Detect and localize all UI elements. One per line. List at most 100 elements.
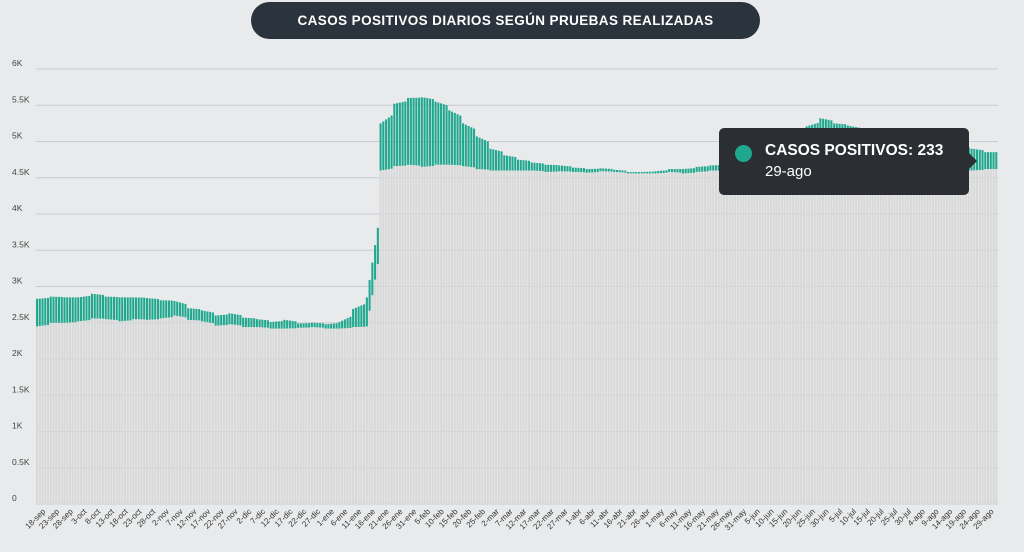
test-bar — [222, 325, 225, 504]
positive-bar — [588, 168, 591, 173]
test-bar — [55, 322, 58, 504]
positive-bar — [519, 159, 522, 171]
positive-bar — [585, 169, 588, 173]
positive-bar — [162, 300, 165, 319]
test-bar — [327, 328, 330, 504]
positive-bar — [459, 115, 462, 166]
test-bar — [896, 166, 899, 504]
positive-bar — [335, 323, 338, 329]
test-bar — [464, 166, 467, 504]
test-bar — [775, 169, 778, 504]
test-bar — [167, 317, 170, 504]
test-bar — [214, 325, 217, 504]
positive-bar — [316, 323, 319, 328]
positive-bar — [673, 169, 676, 173]
test-bar — [269, 328, 272, 504]
positive-bar — [481, 138, 484, 170]
positive-bar — [134, 297, 137, 320]
positive-bar — [305, 323, 308, 328]
test-bar — [112, 319, 116, 504]
test-bar — [368, 310, 371, 504]
test-bar — [492, 170, 495, 504]
test-bar — [343, 328, 346, 504]
test-bar — [231, 324, 234, 504]
positive-bar — [233, 314, 236, 325]
test-bar — [275, 328, 278, 504]
test-bar — [901, 163, 904, 504]
positive-bar — [629, 171, 632, 174]
positive-bar — [145, 298, 148, 320]
positive-bar — [527, 160, 531, 171]
positive-bar — [181, 303, 184, 317]
positive-bar — [68, 297, 72, 323]
test-bar — [813, 162, 816, 504]
test-bar — [415, 165, 418, 505]
test-bar — [209, 322, 212, 504]
test-bar — [797, 163, 800, 504]
positive-bar — [222, 314, 225, 326]
test-bar — [77, 321, 80, 504]
y-tick-label: 5.5K — [12, 94, 30, 104]
test-bar — [558, 171, 561, 504]
positive-bar — [244, 317, 247, 328]
test-bar — [110, 319, 113, 504]
test-bar — [239, 325, 242, 504]
positive-bar — [712, 165, 715, 171]
test-bar — [577, 172, 580, 504]
test-bar — [918, 165, 921, 504]
positive-bar — [104, 296, 107, 320]
positive-bar — [198, 309, 201, 321]
positive-bar — [684, 168, 687, 174]
positive-bar — [132, 297, 135, 320]
test-bar — [396, 166, 399, 504]
positive-bar — [277, 321, 280, 329]
positive-bar — [170, 300, 173, 318]
positive-bar — [71, 297, 74, 323]
positive-bar — [615, 169, 618, 173]
positive-bar — [349, 316, 352, 328]
positive-bar — [632, 171, 635, 174]
test-bar — [659, 173, 662, 505]
positive-bar — [497, 150, 500, 171]
test-bar — [357, 326, 360, 504]
positive-bar — [643, 171, 646, 174]
test-bar — [346, 328, 349, 504]
y-tick-label: 3.5K — [12, 239, 30, 249]
test-bar — [734, 169, 737, 505]
test-bar — [574, 172, 577, 504]
bars[interactable] — [36, 97, 998, 505]
test-bar — [701, 171, 704, 504]
test-bar — [181, 316, 184, 504]
positive-bar — [692, 168, 695, 173]
positive-bar — [283, 319, 286, 329]
positive-bar — [173, 301, 176, 316]
test-bar — [731, 170, 734, 504]
test-bar — [541, 171, 544, 504]
positive-bar — [310, 322, 313, 328]
test-bar — [126, 320, 129, 504]
y-tick-label: 0.5K — [12, 457, 30, 467]
positive-bar — [291, 320, 294, 329]
test-bar — [495, 170, 498, 504]
test-bar — [511, 170, 514, 504]
test-bar — [604, 171, 608, 504]
positive-bar — [709, 165, 712, 171]
test-bar — [758, 169, 761, 504]
test-bar — [668, 171, 671, 504]
test-bar — [418, 165, 421, 504]
positive-bar — [492, 149, 495, 171]
positive-bar — [167, 300, 170, 318]
test-bar — [874, 164, 877, 504]
positive-bar — [987, 152, 990, 170]
positive-bar — [599, 168, 602, 172]
positive-bar — [676, 169, 679, 173]
test-bar — [277, 328, 280, 504]
positive-bar — [99, 294, 102, 319]
test-bar — [217, 325, 220, 504]
test-bar — [841, 162, 844, 505]
positive-bar — [376, 227, 379, 265]
test-bar — [489, 170, 492, 504]
positive-bar — [635, 171, 638, 174]
test-bar — [332, 328, 335, 504]
positive-bar — [228, 313, 231, 325]
